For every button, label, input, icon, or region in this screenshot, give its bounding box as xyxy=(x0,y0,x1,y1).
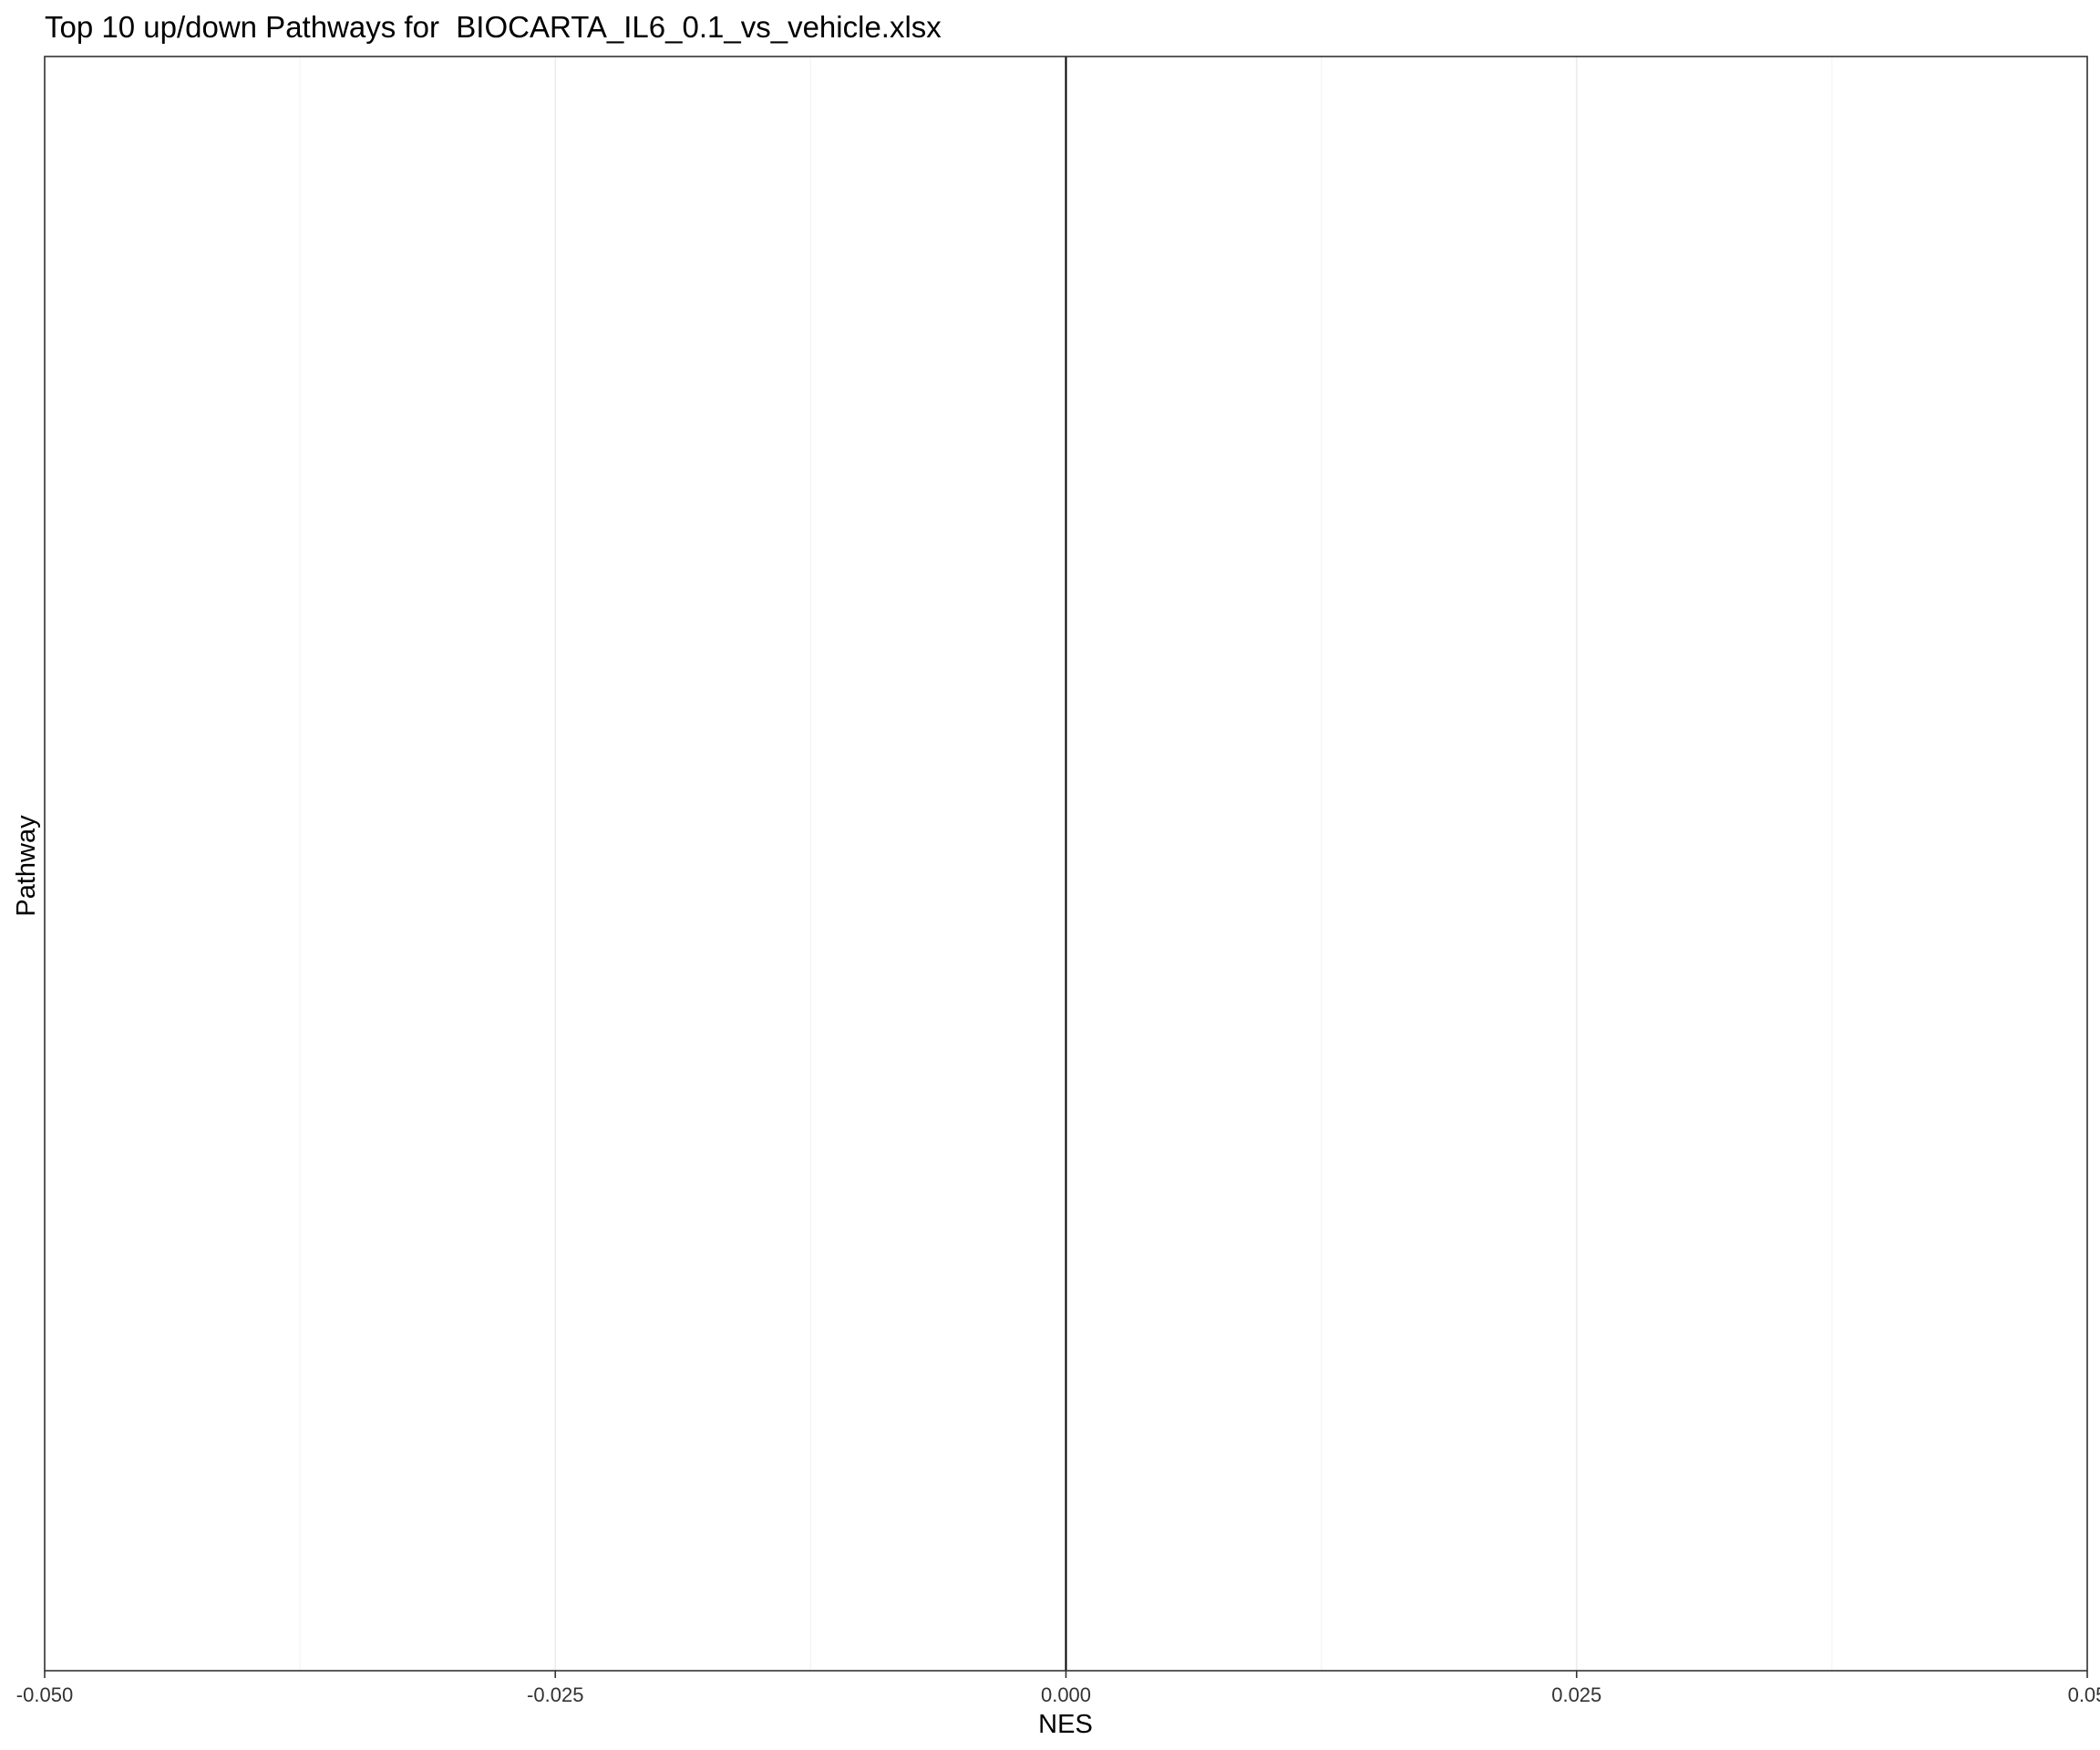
x-axis: -0.050 -0.025 0.000 0.025 0.05 xyxy=(16,1671,2100,1706)
y-axis-title: Pathway xyxy=(12,815,41,917)
x-axis-title: NES xyxy=(1038,1710,1093,1739)
x-tick-label: 0.05 xyxy=(2068,1683,2100,1706)
x-tick-label: -0.025 xyxy=(527,1683,583,1706)
x-tick-label: -0.050 xyxy=(16,1683,73,1706)
chart-title: Top 10 up/down Pathways for BIOCARTA_IL6… xyxy=(45,10,942,44)
x-tick-label: 0.025 xyxy=(1551,1683,1601,1706)
x-tick-label: 0.000 xyxy=(1041,1683,1091,1706)
